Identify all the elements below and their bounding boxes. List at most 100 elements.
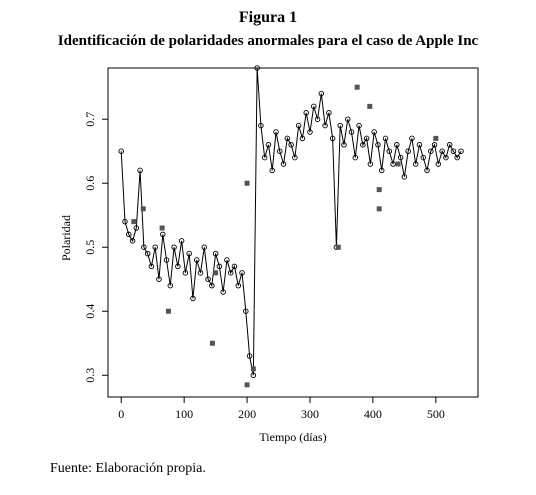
series-line bbox=[120, 67, 462, 376]
plot-frame bbox=[107, 67, 479, 398]
data-point bbox=[412, 161, 419, 167]
data-point bbox=[446, 142, 453, 148]
data-point bbox=[348, 129, 355, 135]
data-point bbox=[122, 218, 128, 225]
data-point bbox=[243, 308, 249, 314]
data-point bbox=[220, 289, 226, 295]
data-point bbox=[299, 135, 306, 142]
data-point bbox=[156, 276, 162, 282]
data-point bbox=[356, 122, 362, 129]
data-point bbox=[409, 135, 415, 142]
data-point bbox=[360, 142, 366, 148]
x-tick-label: 200 bbox=[238, 407, 256, 421]
data-point bbox=[295, 122, 302, 129]
figure-label: Figura 1 bbox=[239, 9, 297, 26]
data-point bbox=[431, 142, 438, 148]
data-point bbox=[439, 148, 445, 154]
data-point bbox=[118, 148, 124, 154]
data-point bbox=[126, 231, 132, 238]
data-point bbox=[341, 142, 347, 148]
data-point bbox=[231, 263, 238, 270]
data-point bbox=[318, 90, 325, 97]
data-point bbox=[401, 174, 408, 180]
data-point bbox=[311, 103, 317, 110]
data-point bbox=[148, 263, 155, 270]
anomaly-point bbox=[395, 161, 401, 167]
data-point bbox=[450, 148, 457, 154]
data-point bbox=[337, 122, 343, 129]
data-point bbox=[405, 148, 411, 154]
data-point bbox=[288, 142, 294, 148]
anomaly-point bbox=[376, 187, 382, 193]
data-point bbox=[344, 116, 351, 122]
data-point bbox=[378, 167, 385, 174]
data-point bbox=[209, 282, 215, 289]
x-tick-label: 300 bbox=[301, 407, 319, 421]
data-point bbox=[269, 167, 275, 174]
data-point bbox=[428, 148, 434, 154]
data-point bbox=[277, 148, 283, 154]
data-point bbox=[303, 110, 309, 116]
data-point bbox=[186, 250, 192, 257]
x-tick-label: 500 bbox=[427, 407, 445, 421]
anomaly-point bbox=[376, 206, 382, 212]
x-axis-label: Tiempo (días) bbox=[259, 430, 326, 444]
data-point bbox=[144, 250, 151, 257]
data-point bbox=[284, 135, 291, 142]
data-point bbox=[163, 257, 170, 263]
anomaly-point bbox=[209, 340, 215, 346]
data-point bbox=[159, 231, 166, 238]
y-axis-label: Polaridad bbox=[59, 215, 73, 261]
data-point bbox=[367, 161, 374, 167]
y-tick-label: 0.5 bbox=[83, 240, 97, 255]
data-point bbox=[175, 263, 181, 270]
data-point bbox=[416, 142, 423, 148]
data-point bbox=[292, 154, 298, 161]
data-point bbox=[133, 225, 140, 231]
data-point bbox=[307, 129, 313, 135]
data-point bbox=[190, 295, 196, 302]
data-point bbox=[254, 65, 260, 71]
data-point bbox=[280, 161, 287, 167]
x-tick-label: 100 bbox=[175, 407, 193, 421]
data-point bbox=[424, 167, 430, 174]
data-point bbox=[363, 135, 370, 142]
data-point bbox=[265, 142, 272, 148]
data-point bbox=[322, 122, 328, 129]
y-tick-label: 0.3 bbox=[83, 368, 97, 383]
data-point bbox=[314, 116, 321, 122]
data-point bbox=[352, 154, 359, 161]
anomaly-point bbox=[244, 382, 250, 388]
data-point bbox=[197, 270, 204, 276]
anomaly-point bbox=[433, 135, 439, 141]
anomaly-point bbox=[367, 103, 373, 109]
source-note: Fuente: Elaboración propia. bbox=[50, 461, 206, 476]
y-tick-label: 0.6 bbox=[83, 176, 97, 191]
data-point bbox=[216, 263, 223, 270]
x-tick-label: 400 bbox=[364, 407, 382, 421]
data-point bbox=[382, 135, 389, 142]
data-point bbox=[201, 244, 208, 250]
data-point bbox=[273, 129, 279, 135]
anomaly-point bbox=[354, 84, 360, 90]
anomaly-point bbox=[335, 244, 341, 250]
anomaly-point bbox=[165, 308, 171, 314]
data-point bbox=[246, 353, 253, 359]
data-point bbox=[329, 135, 336, 142]
data-point bbox=[235, 282, 242, 289]
data-point bbox=[212, 250, 219, 257]
data-point bbox=[178, 238, 185, 244]
data-point bbox=[261, 154, 268, 161]
data-point bbox=[167, 282, 174, 289]
y-tick-label: 0.4 bbox=[83, 304, 97, 319]
data-point bbox=[375, 142, 381, 148]
anomaly-point bbox=[159, 225, 165, 231]
data-point bbox=[443, 154, 449, 161]
anomaly-point bbox=[244, 180, 250, 186]
data-point bbox=[137, 167, 143, 174]
data-point bbox=[326, 110, 332, 116]
data-point bbox=[458, 148, 464, 154]
data-point bbox=[182, 270, 189, 276]
data-point bbox=[141, 244, 147, 250]
data-point bbox=[386, 148, 393, 154]
